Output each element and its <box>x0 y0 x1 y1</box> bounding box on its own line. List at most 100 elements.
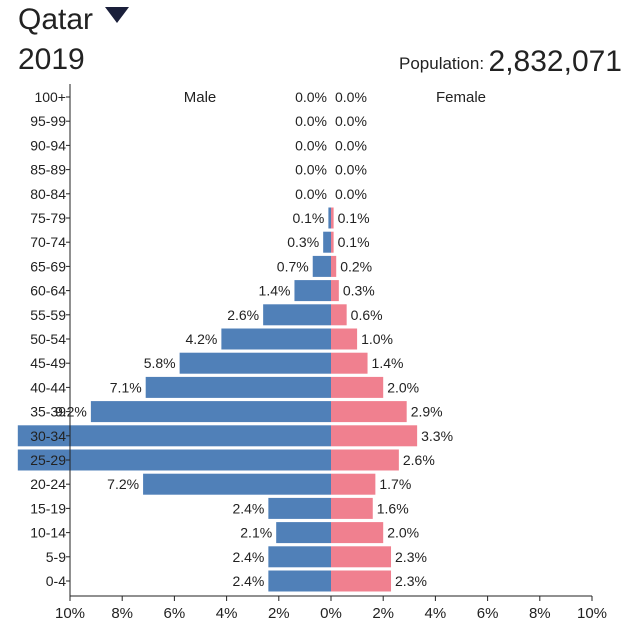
male-bar-70-74[interactable] <box>323 231 331 253</box>
male-bar-45-49[interactable] <box>179 352 331 374</box>
male-value-label: 0.0% <box>295 137 327 153</box>
country-selector[interactable]: Qatar <box>18 0 130 40</box>
female-bar-70-74[interactable] <box>331 231 334 253</box>
age-label: 15-19 <box>30 500 66 516</box>
female-bar-75-79[interactable] <box>331 207 334 229</box>
male-value-label: 2.1% <box>240 525 272 541</box>
female-bar-10-14[interactable] <box>331 522 384 544</box>
population-readout: Population: 2,832,071 <box>399 42 622 87</box>
age-label: 60-64 <box>30 283 66 299</box>
female-bar-5-9[interactable] <box>331 546 392 568</box>
female-bar-15-19[interactable] <box>331 497 373 519</box>
female-bar-20-24[interactable] <box>331 473 376 495</box>
female-value-label: 0.0% <box>335 89 367 105</box>
legend-male: Male <box>184 89 217 106</box>
x-tick-label: 4% <box>425 605 447 622</box>
age-label: 35-39 <box>30 404 66 420</box>
female-value-label: 0.0% <box>335 137 367 153</box>
male-bar-55-59[interactable] <box>263 304 331 326</box>
age-label: 0-4 <box>46 573 66 589</box>
female-bar-40-44[interactable] <box>331 376 384 398</box>
male-bar-0-4[interactable] <box>268 570 331 592</box>
female-value-label: 0.3% <box>343 283 375 299</box>
male-value-label: 2.4% <box>232 573 264 589</box>
dropdown-caret-icon[interactable] <box>105 7 130 23</box>
female-value-label: 2.3% <box>395 573 427 589</box>
female-bar-60-64[interactable] <box>331 280 339 302</box>
age-label: 90-94 <box>30 137 66 153</box>
male-bar-10-14[interactable] <box>276 522 331 544</box>
age-label: 30-34 <box>30 428 66 444</box>
female-value-label: 0.1% <box>338 234 370 250</box>
age-label: 85-89 <box>30 162 66 178</box>
male-value-label: 1.4% <box>259 283 291 299</box>
female-value-label: 2.3% <box>395 549 427 565</box>
male-bar-35-39[interactable] <box>90 401 331 423</box>
female-value-label: 2.9% <box>411 404 443 420</box>
female-value-label: 0.0% <box>335 162 367 178</box>
male-bar-5-9[interactable] <box>268 546 331 568</box>
female-value-label: 0.2% <box>340 258 372 274</box>
male-bar-60-64[interactable] <box>294 280 331 302</box>
male-value-label: 7.2% <box>107 476 139 492</box>
male-value-label: 0.0% <box>295 186 327 202</box>
x-tick-label: 6% <box>477 605 499 622</box>
male-value-label: 2.4% <box>232 500 264 516</box>
age-label: 20-24 <box>30 476 66 492</box>
female-bar-30-34[interactable] <box>331 425 418 447</box>
female-bar-45-49[interactable] <box>331 352 368 374</box>
legend-female: Female <box>436 89 486 106</box>
female-value-label: 0.6% <box>351 307 383 323</box>
age-label: 65-69 <box>30 258 66 274</box>
female-bar-50-54[interactable] <box>331 328 358 350</box>
age-label: 95-99 <box>30 113 66 129</box>
female-value-label: 1.7% <box>379 476 411 492</box>
age-label: 100+ <box>34 89 66 105</box>
female-bar-55-59[interactable] <box>331 304 347 326</box>
male-bar-50-54[interactable] <box>221 328 331 350</box>
population-label: Population: <box>399 54 485 73</box>
age-label: 5-9 <box>46 549 66 565</box>
female-value-label: 0.1% <box>338 210 370 226</box>
male-value-label: 0.3% <box>287 234 319 250</box>
age-label: 10-14 <box>30 525 66 541</box>
male-bar-30-34[interactable] <box>17 425 332 447</box>
age-label: 50-54 <box>30 331 66 347</box>
female-value-label: 3.3% <box>421 428 453 444</box>
x-tick-label: 8% <box>111 605 133 622</box>
male-value-label: 0.0% <box>295 162 327 178</box>
x-tick-label: 10% <box>577 605 607 622</box>
male-value-label: 9.2% <box>55 404 87 420</box>
age-label: 80-84 <box>30 186 66 202</box>
population-value: 2,832,071 <box>488 45 622 78</box>
male-value-label: 0.1% <box>292 210 324 226</box>
age-label: 75-79 <box>30 210 66 226</box>
male-value-label: 7.1% <box>110 379 142 395</box>
male-value-label: 4.2% <box>185 331 217 347</box>
age-label: 55-59 <box>30 307 66 323</box>
male-bar-75-79[interactable] <box>328 207 331 229</box>
year-label: 2019 <box>18 43 85 76</box>
female-value-label: 1.4% <box>372 355 404 371</box>
female-bar-35-39[interactable] <box>331 401 407 423</box>
male-bar-20-24[interactable] <box>143 473 331 495</box>
x-tick-label: 8% <box>529 605 551 622</box>
male-bar-40-44[interactable] <box>145 376 331 398</box>
male-bar-25-29[interactable] <box>17 449 332 471</box>
female-bar-25-29[interactable] <box>331 449 399 471</box>
age-label: 70-74 <box>30 234 66 250</box>
x-tick-label: 6% <box>164 605 186 622</box>
male-value-label: 2.4% <box>232 549 264 565</box>
country-name: Qatar <box>18 3 94 36</box>
female-bar-65-69[interactable] <box>331 255 337 277</box>
male-bar-65-69[interactable] <box>312 255 331 277</box>
x-tick-label: 2% <box>372 605 394 622</box>
female-value-label: 2.0% <box>387 525 419 541</box>
female-value-label: 1.0% <box>361 331 393 347</box>
male-value-label: 0.7% <box>277 258 309 274</box>
female-bar-0-4[interactable] <box>331 570 392 592</box>
male-bar-15-19[interactable] <box>268 497 331 519</box>
female-value-label: 1.6% <box>377 500 409 516</box>
male-value-label: 0.0% <box>295 89 327 105</box>
